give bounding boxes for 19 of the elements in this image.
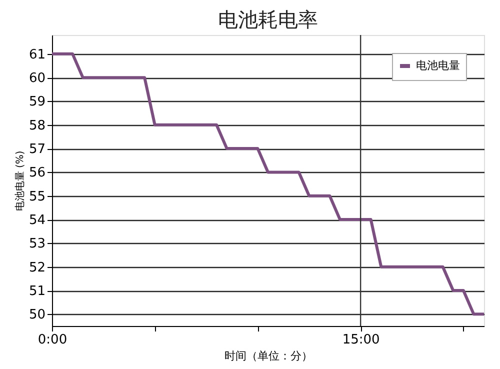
y-tick-label: 55 bbox=[28, 189, 46, 204]
x-axis-title: 时间（单位：分） bbox=[224, 350, 312, 362]
y-tick-label: 54 bbox=[28, 213, 46, 228]
y-tick-label: 57 bbox=[28, 142, 46, 158]
y-tick-label: 51 bbox=[28, 284, 46, 300]
y-tick-label: 61 bbox=[28, 47, 46, 62]
y-tick-label: 60 bbox=[28, 71, 46, 86]
x-tick-label: 0:00 bbox=[38, 332, 68, 348]
chart-title: 电池耗电率 bbox=[218, 7, 318, 32]
line-series bbox=[50, 52, 486, 316]
y-tick-label: 52 bbox=[28, 260, 46, 276]
y-tick-label: 59 bbox=[28, 94, 46, 110]
x-tick-label: 15:00 bbox=[342, 332, 380, 348]
y-tick-label: 58 bbox=[28, 118, 46, 134]
legend-label: 电池电量 bbox=[416, 59, 460, 72]
y-tick-label: 50 bbox=[28, 308, 46, 323]
y-tick-label: 53 bbox=[28, 236, 46, 252]
y-tick-label: 56 bbox=[28, 166, 46, 181]
y-axis-title: 电池电量 (%) bbox=[14, 150, 26, 212]
